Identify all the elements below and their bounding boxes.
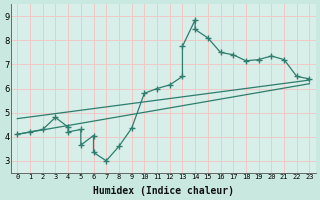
X-axis label: Humidex (Indice chaleur): Humidex (Indice chaleur) (93, 186, 234, 196)
